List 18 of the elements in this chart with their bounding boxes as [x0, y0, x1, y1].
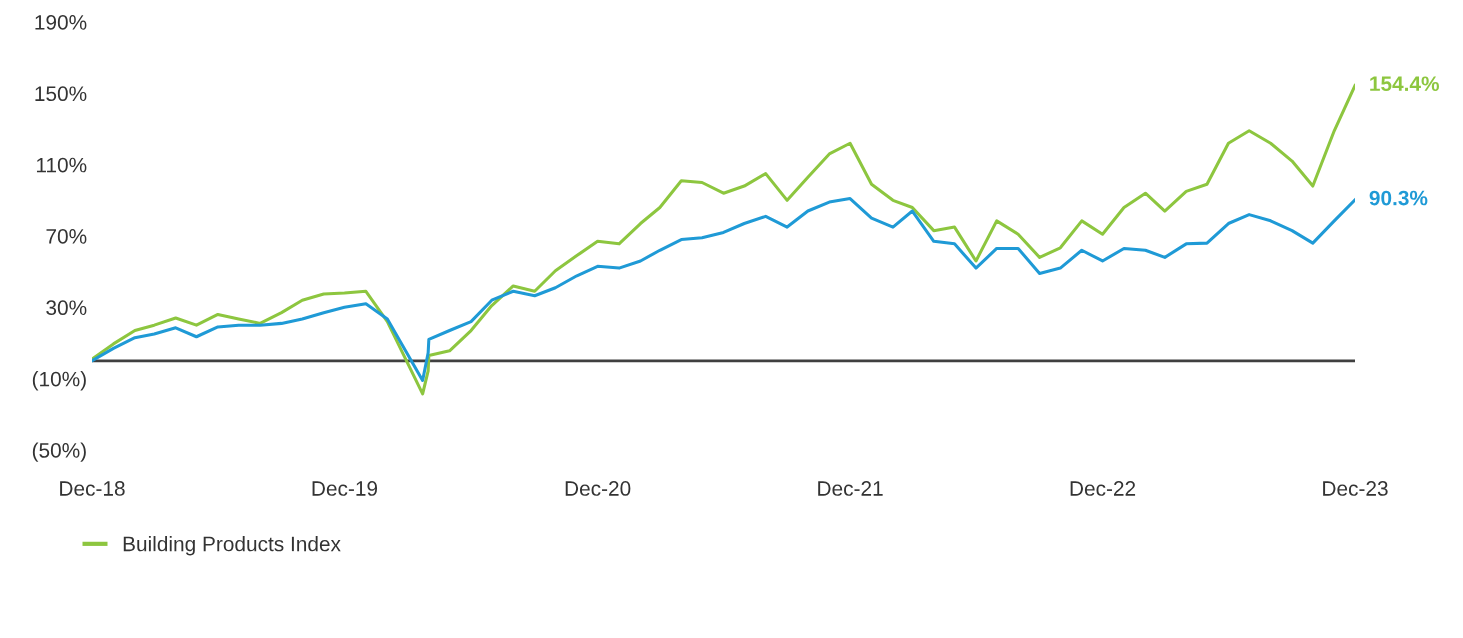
x-tick-label: Dec-20	[565, 481, 631, 496]
y-tick-label: 150%	[35, 86, 87, 102]
x-tick-label: Dec-18	[60, 481, 125, 496]
line-series	[92, 83, 1355, 396]
y-tick-label: 110%	[36, 157, 87, 173]
y-tick-label: (10%)	[32, 371, 86, 391]
y-tick-label: 70%	[46, 229, 87, 244]
annotation: 154.4%	[1370, 76, 1439, 92]
annotation: 90.3%	[1369, 190, 1428, 206]
x-tick-label: Dec-21	[818, 481, 883, 496]
legend-label: Building Products Index	[123, 536, 341, 556]
y-tick-label: 30%	[46, 300, 87, 316]
x-tick-label: Dec-22	[1070, 481, 1136, 496]
line-series	[92, 197, 1355, 382]
x-tick-label: Dec-23	[1323, 481, 1388, 496]
x-tick-label: Dec-19	[312, 481, 378, 496]
y-tick-label: (50%)	[32, 442, 86, 462]
y-tick-label: 190%	[35, 15, 87, 30]
